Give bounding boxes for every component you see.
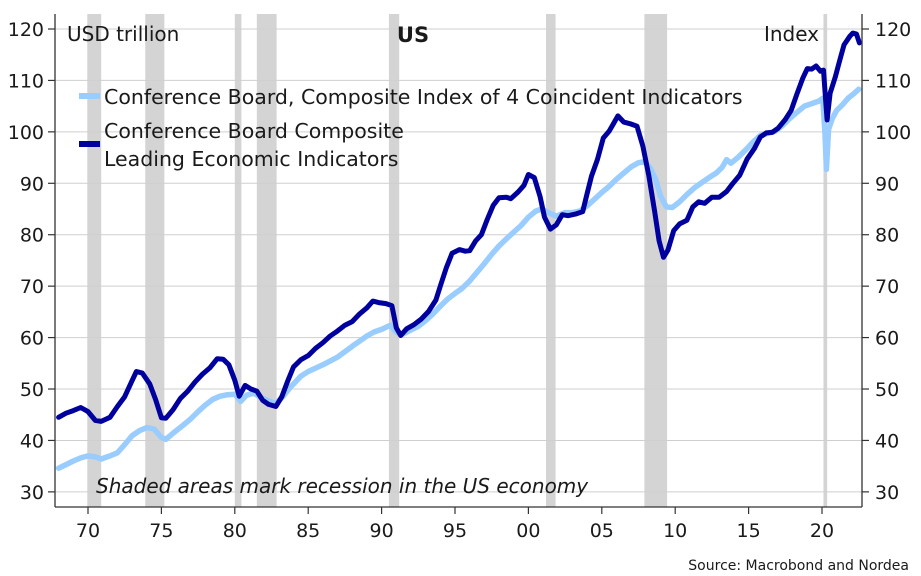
x-tick-label: 05: [590, 520, 614, 542]
series-line-coincident-index: [55, 86, 862, 471]
x-tick-label: 85: [296, 520, 320, 542]
legend-label-leading-line1: Conference Board Composite: [104, 119, 404, 143]
left-y-tick-label: 80: [20, 225, 44, 247]
left-y-tick-label: 120: [8, 19, 44, 41]
x-tick-label: 15: [737, 520, 761, 542]
left-y-tick-label: 30: [20, 482, 44, 504]
legend-label-leading: Conference Board Composite Leading Econo…: [104, 119, 410, 171]
axes: [48, 14, 869, 514]
recession-band: [256, 14, 277, 507]
right-y-tick-label: 90: [875, 173, 899, 195]
legend-label-coincident: Conference Board, Composite Index of 4 C…: [104, 85, 743, 109]
right-y-tick-label: 40: [875, 430, 899, 452]
recession-band: [388, 14, 400, 507]
legend-swatch-leading: [79, 141, 100, 147]
left-y-tick-label: 110: [8, 70, 44, 92]
x-tick-label: 00: [516, 520, 540, 542]
x-tick-label: 75: [149, 520, 173, 542]
recession-band: [234, 14, 242, 507]
left-y-tick-label: 70: [20, 276, 44, 298]
left-y-tick-label: 50: [20, 379, 44, 401]
chart-title: US: [397, 23, 429, 47]
left-y-tick-label: 100: [8, 122, 44, 144]
recession-band: [823, 14, 828, 507]
recession-bands: [87, 14, 828, 507]
right-y-tick-label: 100: [875, 122, 911, 144]
right-y-tick-label: 50: [875, 379, 899, 401]
legend-label-leading-line2: Leading Economic Indicators: [104, 147, 399, 171]
right-y-tick-label: 110: [875, 70, 911, 92]
left-y-tick-label: 60: [20, 328, 44, 350]
recession-band: [644, 14, 668, 507]
right-y-tick-label: 60: [875, 328, 899, 350]
source-note: Source: Macrobond and Nordea: [688, 558, 909, 574]
recession-annotation: Shaded areas mark recession in the US ec…: [96, 474, 589, 498]
series-line-leading-index: [56, 30, 862, 424]
legend: Conference Board, Composite Index of 4 C…: [79, 85, 743, 171]
x-tick-label: 20: [810, 520, 834, 542]
series-lines: [55, 30, 862, 471]
left-axis-unit-label: USD trillion: [67, 22, 179, 46]
right-y-tick-label: 120: [875, 19, 911, 41]
right-y-tick-label: 80: [875, 225, 899, 247]
recession-band: [546, 14, 556, 507]
right-y-tick-label: 30: [875, 482, 899, 504]
x-tick-label: 90: [370, 520, 394, 542]
x-tick-label: 80: [223, 520, 247, 542]
x-tick-label: 95: [443, 520, 467, 542]
left-y-tick-label: 90: [20, 173, 44, 195]
right-axis-unit-label: Index: [764, 22, 819, 46]
right-y-tick-label: 70: [875, 276, 899, 298]
x-tick-label: 10: [663, 520, 687, 542]
tick-labels: 30 30 40 40 50 50 60 60 70 70 80 80 90 90 100 100 110 110…: [8, 19, 912, 542]
x-tick-label: 70: [76, 520, 100, 542]
recession-band: [87, 14, 102, 507]
legend-swatch-coincident: [79, 93, 100, 99]
left-y-tick-label: 40: [20, 430, 44, 452]
